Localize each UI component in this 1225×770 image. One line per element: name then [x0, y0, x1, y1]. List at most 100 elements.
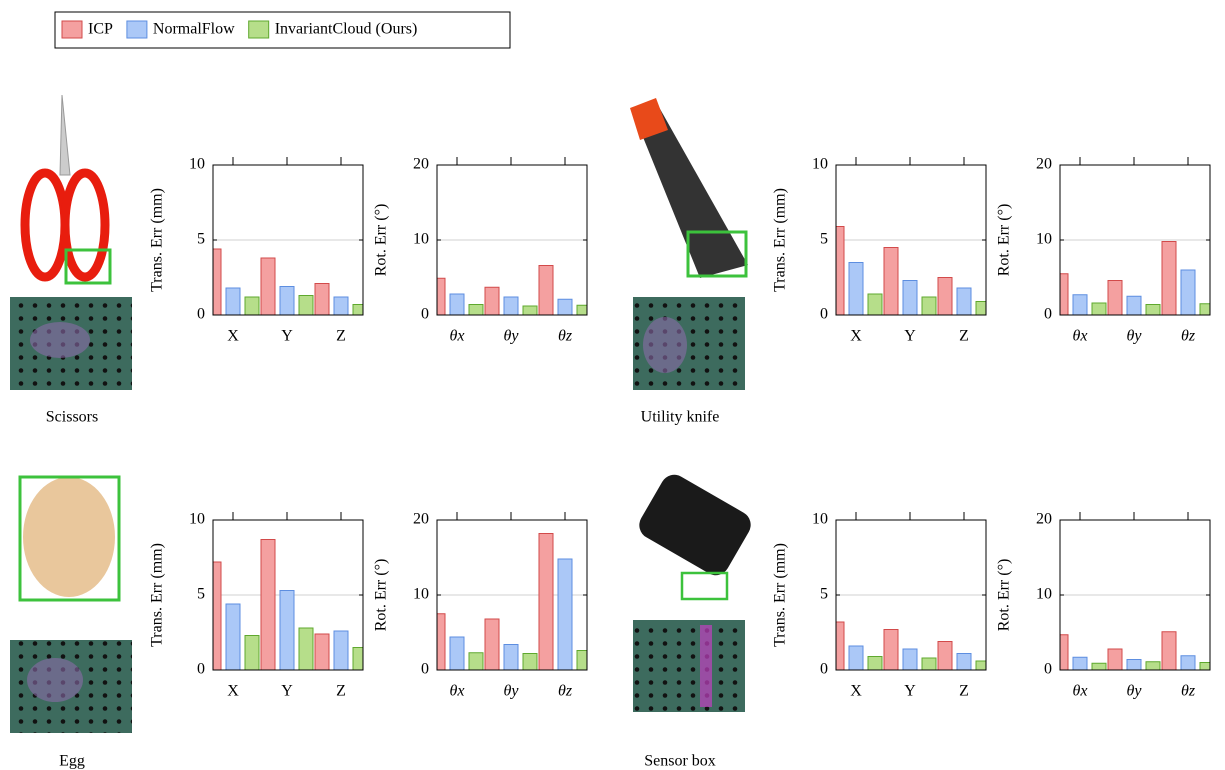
bar: [849, 646, 863, 670]
bar: [431, 614, 445, 670]
bar: [1127, 660, 1141, 671]
x-tick-label: θy: [1127, 328, 1143, 345]
bar: [299, 296, 313, 316]
bar: [299, 628, 313, 670]
legend-label: NormalFlow: [153, 21, 235, 38]
y-tick-label: 10: [1036, 586, 1052, 603]
y-axis-label: Trans. Err (mm): [772, 188, 789, 292]
bar: [1073, 295, 1087, 315]
bar: [558, 299, 572, 315]
bar: [577, 651, 591, 671]
y-tick-label: 10: [413, 586, 429, 603]
x-tick-label: θx: [450, 683, 465, 700]
x-tick-label: Y: [281, 683, 293, 700]
bar: [280, 287, 294, 316]
bar: [957, 288, 971, 315]
bar: [903, 281, 917, 316]
bar: [976, 661, 990, 670]
bar: [830, 622, 844, 670]
x-tick-label: Z: [336, 328, 346, 345]
x-tick-label: θz: [558, 683, 573, 700]
x-tick-label: θx: [1073, 328, 1088, 345]
bar: [849, 263, 863, 316]
bar: [1146, 305, 1160, 316]
bar: [469, 305, 483, 316]
y-axis-label: Rot. Err (°): [996, 559, 1013, 632]
y-tick-label: 20: [413, 156, 429, 173]
bar: [1054, 274, 1068, 315]
y-tick-label: 0: [197, 661, 205, 678]
bar: [261, 540, 275, 671]
bar: [539, 534, 553, 671]
y-tick-label: 10: [812, 511, 828, 528]
bar: [922, 658, 936, 670]
y-tick-label: 5: [820, 586, 828, 603]
legend-label: InvariantCloud (Ours): [275, 21, 418, 38]
bar: [353, 648, 367, 671]
object-label: Sensor box: [644, 753, 716, 770]
bar: [504, 645, 518, 671]
y-tick-label: 5: [820, 231, 828, 248]
x-tick-label: θy: [1127, 683, 1143, 700]
bar: [334, 297, 348, 315]
legend-swatch: [62, 21, 82, 38]
bar: [315, 634, 329, 670]
bar: [577, 305, 591, 315]
x-tick-label: Y: [904, 328, 916, 345]
x-tick-label: Z: [959, 683, 969, 700]
bar: [485, 287, 499, 315]
bar: [884, 248, 898, 316]
bar: [976, 302, 990, 316]
bar: [1073, 657, 1087, 670]
bars: [1054, 242, 1214, 316]
bar: [1127, 296, 1141, 315]
bar: [450, 637, 464, 670]
y-tick-label: 10: [413, 231, 429, 248]
x-tick-label: Y: [904, 683, 916, 700]
legend-swatch: [249, 21, 269, 38]
egg-photo: [10, 477, 132, 733]
bar: [469, 653, 483, 670]
y-tick-label: 0: [421, 661, 429, 678]
y-tick-label: 5: [197, 231, 205, 248]
bar: [1181, 656, 1195, 670]
object-label: Scissors: [46, 409, 98, 426]
bars: [431, 266, 591, 316]
bar: [1108, 649, 1122, 670]
bars: [830, 622, 990, 670]
knife-photo: [630, 98, 748, 390]
y-tick-label: 20: [1036, 156, 1052, 173]
bar: [558, 559, 572, 670]
y-tick-label: 10: [189, 511, 205, 528]
bar: [207, 249, 221, 315]
x-tick-label: X: [850, 683, 862, 700]
y-tick-label: 10: [812, 156, 828, 173]
bar: [353, 305, 367, 316]
bar: [868, 657, 882, 671]
bars: [207, 540, 367, 671]
legend-swatch: [127, 21, 147, 38]
bar: [884, 630, 898, 671]
object-label: Utility knife: [641, 409, 720, 426]
bar: [280, 591, 294, 671]
bar: [938, 642, 952, 671]
bar: [903, 649, 917, 670]
y-tick-label: 10: [189, 156, 205, 173]
bar: [226, 288, 240, 315]
bar: [485, 619, 499, 670]
x-tick-label: θx: [450, 328, 465, 345]
bar: [207, 562, 221, 670]
y-axis-label: Trans. Err (mm): [149, 188, 166, 292]
bar: [315, 284, 329, 316]
y-tick-label: 0: [421, 306, 429, 323]
bar: [1200, 304, 1214, 315]
figure: ICPNormalFlowInvariantCloud (Ours) Sciss…: [0, 0, 1225, 770]
y-axis-label: Rot. Err (°): [996, 204, 1013, 277]
scissors-photo: [10, 95, 132, 390]
bar: [1054, 635, 1068, 670]
bar: [226, 604, 240, 670]
x-tick-label: Z: [959, 328, 969, 345]
x-tick-label: Y: [281, 328, 293, 345]
x-tick-label: X: [227, 328, 239, 345]
y-tick-label: 0: [197, 306, 205, 323]
